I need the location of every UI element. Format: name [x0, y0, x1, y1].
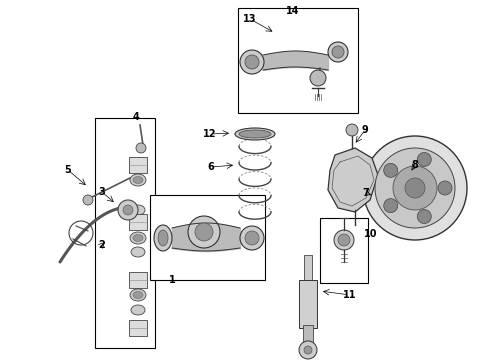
Circle shape [346, 124, 358, 136]
Bar [150, 195, 265, 280]
Text: 12: 12 [203, 129, 217, 139]
Bar [304, 255, 312, 283]
Circle shape [240, 226, 264, 250]
Bar [238, 8, 358, 113]
Text: 14: 14 [286, 6, 300, 16]
Bar [129, 214, 147, 230]
Text: 6: 6 [208, 162, 215, 172]
Circle shape [338, 234, 350, 246]
Ellipse shape [133, 176, 143, 184]
Circle shape [304, 346, 312, 354]
Circle shape [136, 143, 146, 153]
Ellipse shape [158, 230, 168, 246]
Circle shape [363, 136, 467, 240]
Circle shape [245, 231, 259, 245]
Ellipse shape [133, 234, 143, 242]
Circle shape [334, 230, 354, 250]
Circle shape [375, 148, 455, 228]
Ellipse shape [131, 305, 145, 315]
Text: 5: 5 [65, 165, 72, 175]
Ellipse shape [130, 232, 146, 244]
Circle shape [328, 42, 348, 62]
Text: 10: 10 [364, 229, 378, 239]
Bar [299, 280, 317, 328]
Circle shape [393, 166, 437, 210]
Circle shape [417, 210, 431, 224]
Text: 9: 9 [362, 125, 368, 135]
Ellipse shape [133, 292, 143, 298]
Bar [303, 325, 313, 345]
Polygon shape [328, 148, 378, 212]
Circle shape [299, 341, 317, 359]
Text: 13: 13 [243, 14, 257, 24]
Circle shape [310, 70, 326, 86]
Bar [320, 218, 368, 283]
Circle shape [405, 178, 425, 198]
Circle shape [188, 216, 220, 248]
Ellipse shape [235, 128, 275, 140]
Circle shape [83, 195, 93, 205]
Ellipse shape [130, 174, 146, 186]
Circle shape [332, 46, 344, 58]
Ellipse shape [131, 205, 145, 215]
Circle shape [384, 199, 398, 213]
Text: 2: 2 [98, 240, 105, 250]
Ellipse shape [130, 289, 146, 301]
Bar [129, 320, 147, 336]
Circle shape [438, 181, 452, 195]
Ellipse shape [131, 247, 145, 257]
Ellipse shape [239, 130, 271, 138]
Circle shape [245, 55, 259, 69]
Text: 3: 3 [98, 187, 105, 197]
Circle shape [195, 223, 213, 241]
Circle shape [240, 50, 264, 74]
Text: 11: 11 [343, 290, 357, 300]
Bar [129, 157, 147, 173]
Text: 4: 4 [133, 112, 139, 122]
Bar [95, 118, 155, 348]
Bar [129, 272, 147, 288]
Circle shape [123, 205, 133, 215]
Text: 7: 7 [363, 188, 369, 198]
Text: 1: 1 [169, 275, 175, 285]
Circle shape [384, 163, 398, 177]
Text: 8: 8 [412, 160, 418, 170]
Circle shape [118, 200, 138, 220]
Circle shape [417, 153, 431, 166]
Ellipse shape [154, 225, 172, 251]
